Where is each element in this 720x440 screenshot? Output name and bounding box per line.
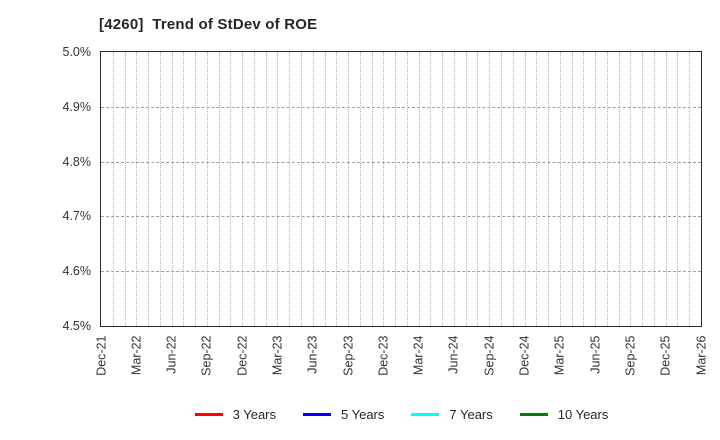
x-axis-tick-label: Dec-25 bbox=[658, 335, 673, 376]
gridline-vertical bbox=[230, 52, 232, 326]
gridline-vertical bbox=[606, 52, 608, 326]
gridline-vertical bbox=[406, 52, 408, 326]
gridline-vertical bbox=[642, 52, 644, 326]
y-axis-tick-label: 4.7% bbox=[62, 209, 92, 223]
gridline-vertical bbox=[336, 52, 338, 326]
gridline-vertical bbox=[442, 52, 444, 326]
gridline-vertical bbox=[253, 52, 255, 326]
y-axis-tick-label: 4.9% bbox=[62, 100, 92, 114]
gridline-vertical bbox=[218, 52, 220, 326]
gridline-vertical bbox=[242, 52, 244, 326]
y-axis-tick-label: 4.8% bbox=[62, 155, 92, 169]
gridline-vertical bbox=[524, 52, 526, 326]
x-axis-tick-label: Mar-24 bbox=[411, 335, 426, 376]
gridline-vertical bbox=[159, 52, 161, 326]
gridline-horizontal bbox=[101, 161, 701, 163]
legend-item-10-years: 10 Years bbox=[519, 406, 609, 422]
gridline-vertical bbox=[383, 52, 385, 326]
gridline-vertical bbox=[618, 52, 620, 326]
gridline-vertical bbox=[595, 52, 597, 326]
x-axis-tick-label: Mar-22 bbox=[129, 335, 144, 376]
x-axis-tick-label: Sep-24 bbox=[482, 335, 497, 376]
y-axis-tick-label: 5.0% bbox=[62, 45, 92, 59]
gridline-vertical bbox=[559, 52, 561, 326]
gridline-horizontal bbox=[101, 106, 701, 108]
gridline-vertical bbox=[548, 52, 550, 326]
y-axis-tick-label: 4.5% bbox=[62, 319, 92, 333]
gridline-vertical bbox=[630, 52, 632, 326]
x-axis-tick-label: Jun-23 bbox=[305, 335, 320, 374]
x-axis-tick-label: Dec-21 bbox=[94, 335, 109, 376]
gridline-vertical bbox=[371, 52, 373, 326]
gridline-vertical bbox=[112, 52, 114, 326]
gridline-vertical bbox=[477, 52, 479, 326]
legend-label: 5 Years bbox=[341, 406, 385, 422]
legend-label: 7 Years bbox=[449, 406, 493, 422]
gridline-vertical bbox=[136, 52, 138, 326]
gridline-vertical bbox=[195, 52, 197, 326]
legend-label: 3 Years bbox=[232, 406, 276, 422]
gridline-vertical bbox=[665, 52, 667, 326]
legend-item-7-years: 7 Years bbox=[411, 406, 493, 422]
x-axis-tick-label: Dec-22 bbox=[235, 335, 250, 376]
gridline-vertical bbox=[277, 52, 279, 326]
legend-line-icon bbox=[411, 412, 440, 416]
legend-label: 10 Years bbox=[557, 406, 609, 422]
legend-line-icon bbox=[303, 412, 331, 416]
x-axis-tick-label: Mar-26 bbox=[694, 335, 709, 376]
gridline-vertical bbox=[124, 52, 126, 326]
gridline-vertical bbox=[206, 52, 208, 326]
x-axis-tick-label: Mar-23 bbox=[270, 335, 285, 376]
legend-item-3-years: 3 Years bbox=[194, 406, 276, 422]
gridline-vertical bbox=[453, 52, 455, 326]
gridline-vertical bbox=[359, 52, 361, 326]
gridline-vertical bbox=[501, 52, 502, 326]
x-axis-tick-label: Sep-23 bbox=[341, 335, 356, 376]
gridline-vertical bbox=[348, 52, 350, 326]
gridline-vertical bbox=[653, 52, 655, 326]
gridline-vertical bbox=[289, 52, 291, 326]
gridline-vertical bbox=[583, 52, 585, 326]
gridline-vertical bbox=[489, 52, 491, 326]
gridline-vertical bbox=[512, 52, 514, 326]
legend: 3 Years 5 Years 7 Years 10 Years bbox=[100, 404, 703, 424]
gridline-vertical bbox=[536, 52, 538, 326]
gridline-vertical bbox=[677, 52, 679, 326]
plot-area bbox=[100, 51, 702, 327]
gridline-vertical bbox=[301, 52, 302, 326]
gridline-vertical bbox=[689, 52, 691, 326]
x-axis-tick-label: Mar-25 bbox=[552, 335, 567, 376]
x-axis-tick-label: Jun-24 bbox=[446, 335, 461, 374]
gridline-vertical bbox=[395, 52, 397, 326]
gridline-vertical bbox=[324, 52, 326, 326]
chart-title: [4260] Trend of StDev of ROE bbox=[99, 16, 318, 33]
gridline-vertical bbox=[430, 52, 432, 326]
gridline-vertical bbox=[171, 52, 173, 326]
x-axis-tick-label: Dec-24 bbox=[517, 335, 532, 376]
gridline-vertical bbox=[465, 52, 467, 326]
y-axis-tick-label: 4.6% bbox=[62, 264, 92, 278]
gridline-horizontal bbox=[101, 216, 701, 218]
legend-line-icon bbox=[194, 412, 223, 416]
x-axis-tick-label: Jun-25 bbox=[588, 335, 603, 374]
legend-item-5-years: 5 Years bbox=[303, 407, 384, 422]
gridline-vertical bbox=[265, 52, 267, 326]
x-axis-tick-label: Sep-25 bbox=[623, 335, 638, 376]
gridline-vertical bbox=[571, 52, 573, 326]
gridline-vertical bbox=[148, 52, 150, 326]
x-axis-tick-label: Dec-23 bbox=[376, 335, 391, 376]
x-axis-tick-label: Jun-22 bbox=[164, 335, 179, 374]
legend-line-icon bbox=[519, 412, 548, 416]
gridline-vertical bbox=[183, 52, 185, 326]
gridline-vertical bbox=[312, 52, 314, 326]
gridline-vertical bbox=[418, 52, 420, 326]
x-axis-tick-label: Sep-22 bbox=[199, 335, 214, 376]
gridline-horizontal bbox=[101, 271, 701, 273]
